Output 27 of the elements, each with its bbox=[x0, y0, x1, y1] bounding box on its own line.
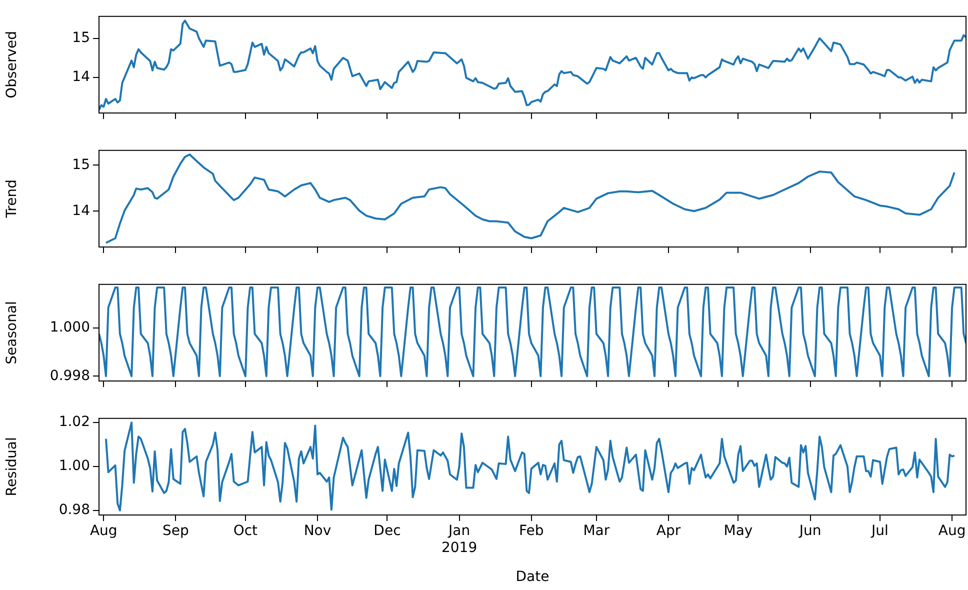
x-tick-label: Jun bbox=[798, 523, 822, 540]
y-tick-label: 1.000 bbox=[50, 320, 90, 336]
x-tick-label: May bbox=[724, 523, 753, 540]
x-tick-label: Jul bbox=[870, 523, 888, 540]
x-tick-label: Mar bbox=[583, 523, 610, 540]
y-axis-title: Residual bbox=[4, 437, 20, 496]
y-tick-label: 14 bbox=[72, 202, 90, 219]
y-axis-title: Trend bbox=[4, 180, 20, 219]
x-tick-label: Nov bbox=[304, 523, 332, 540]
x-tick-label: Apr bbox=[656, 523, 681, 540]
x-tick-label: Oct bbox=[233, 523, 258, 540]
x-axis-title: Date bbox=[516, 569, 550, 586]
y-tick-label: 15 bbox=[72, 30, 90, 46]
y-axis-title: Observed bbox=[4, 31, 20, 98]
x-tick-label: Feb bbox=[518, 523, 544, 540]
y-tick-label: 0.998 bbox=[50, 368, 90, 384]
y-tick-label: 1.02 bbox=[58, 414, 90, 430]
x-tick-label: Sep bbox=[162, 523, 190, 540]
y-tick-label: 1.00 bbox=[58, 458, 90, 474]
x-tick-label: Aug bbox=[938, 523, 966, 540]
x-tick-label: Dec bbox=[374, 523, 401, 540]
y-tick-label: 0.98 bbox=[58, 502, 90, 518]
y-tick-label: 15 bbox=[72, 156, 90, 173]
x-tick-label: Jan 2019 bbox=[441, 523, 478, 556]
x-tick-label: Aug bbox=[90, 523, 118, 540]
y-tick-label: 14 bbox=[72, 69, 90, 86]
y-axis-title: Seasonal bbox=[4, 301, 20, 364]
